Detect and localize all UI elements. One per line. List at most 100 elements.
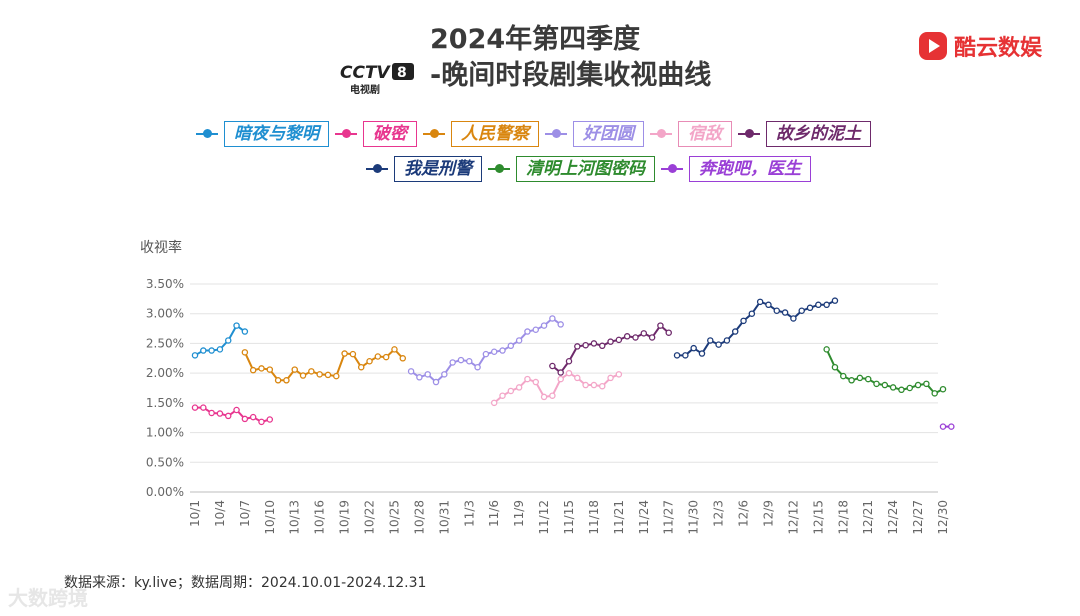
legend-marker: [545, 128, 573, 140]
data-point: [756, 298, 764, 306]
data-point: [931, 390, 938, 397]
data-point: [449, 359, 456, 366]
data-point: [191, 352, 199, 359]
data-point: [665, 329, 672, 336]
data-point: [823, 346, 830, 353]
data-point: [948, 423, 955, 430]
data-point: [590, 340, 598, 347]
data-point: [607, 374, 614, 382]
data-point: [731, 328, 739, 335]
data-point: [274, 377, 282, 384]
x-tick-label: 10/13: [288, 500, 302, 535]
data-point: [640, 330, 648, 337]
y-tick-label: 1.50%: [146, 396, 184, 410]
data-point: [466, 358, 473, 365]
data-point: [615, 336, 623, 344]
data-point: [524, 328, 531, 335]
data-point: [549, 315, 556, 322]
x-tick-label: 10/7: [238, 500, 252, 527]
legend-label: 好团圆: [573, 121, 644, 147]
brand-logo: 酷云数娱: [918, 30, 1042, 62]
x-tick-label: 10/19: [338, 500, 352, 535]
data-point: [848, 377, 855, 384]
data-point: [374, 353, 382, 360]
title-line-1: 2024年第四季度: [430, 24, 641, 55]
x-tick-label: 10/10: [263, 500, 277, 535]
data-point: [266, 366, 274, 373]
brand-name: 酷云数娱: [954, 36, 1043, 61]
data-point: [840, 372, 847, 380]
data-point: [831, 297, 839, 304]
data-point: [657, 322, 664, 329]
y-tick-label: 0.00%: [146, 485, 184, 499]
data-point: [200, 347, 207, 354]
data-point: [515, 384, 523, 391]
cctv-channel-sub: 电视剧: [350, 83, 380, 96]
data-point: [224, 337, 232, 344]
data-point: [690, 344, 697, 352]
data-point: [457, 356, 465, 364]
data-point: [424, 371, 431, 378]
y-tick-label: 3.00%: [146, 307, 184, 321]
data-point: [357, 363, 365, 371]
x-tick-label: 12/12: [786, 500, 800, 535]
data-point: [490, 348, 498, 355]
data-point: [366, 358, 373, 365]
data-point: [806, 304, 814, 312]
legend-item: 我是刑警: [366, 156, 482, 182]
data-point: [698, 350, 706, 357]
data-point: [557, 369, 564, 376]
data-point: [258, 418, 265, 426]
x-tick-label: 11/18: [587, 500, 601, 535]
x-tick-label: 11/12: [537, 500, 551, 535]
y-tick-label: 3.50%: [146, 277, 184, 291]
x-tick-label: 10/16: [313, 500, 327, 535]
y-tick-label: 2.50%: [146, 336, 184, 350]
x-tick-label: 10/31: [437, 500, 451, 535]
data-point: [557, 375, 564, 383]
x-tick-label: 12/30: [936, 500, 950, 535]
data-point: [208, 347, 215, 354]
data-point: [540, 393, 548, 401]
data-point: [574, 374, 581, 382]
data-point: [565, 358, 573, 365]
data-point: [615, 371, 623, 378]
legend-label: 宿敌: [678, 121, 732, 147]
x-tick-label: 12/9: [761, 500, 775, 527]
data-point: [407, 368, 415, 375]
data-point: [939, 423, 947, 430]
data-point: [557, 321, 564, 328]
legend-marker: [488, 163, 516, 175]
legend-row-2: 我是刑警 清明上河图密码 奔跑吧，医生: [366, 156, 817, 182]
data-point: [241, 349, 249, 356]
series-line-1: [195, 406, 271, 423]
title-line-2: -晚间时段剧集收视曲线: [430, 60, 712, 91]
legend-item: 宿敌: [650, 121, 732, 147]
legend-item: 暗夜与黎明: [196, 121, 329, 147]
data-point: [499, 392, 506, 399]
data-point: [540, 322, 548, 329]
data-source: 数据来源：ky.live；数据周期：2024.10.01-2024.12.31: [64, 575, 427, 591]
legend-label: 人民警察: [451, 121, 539, 147]
data-point: [623, 333, 631, 340]
legend-item: 清明上河图密码: [488, 156, 655, 182]
data-point: [208, 409, 215, 417]
data-point: [790, 315, 797, 322]
data-point: [773, 307, 781, 314]
data-point: [856, 374, 864, 382]
data-point: [308, 368, 315, 375]
data-point: [482, 350, 490, 358]
data-point: [349, 350, 357, 358]
x-tick-label: 10/28: [412, 500, 426, 535]
data-point: [765, 301, 772, 309]
legend-marker: [650, 128, 678, 140]
data-point: [673, 352, 681, 359]
data-point: [532, 326, 540, 334]
legend-marker: [423, 128, 451, 140]
data-point: [815, 301, 822, 309]
data-point: [474, 363, 481, 371]
x-tick-label: 10/25: [387, 500, 401, 535]
data-point: [283, 377, 290, 384]
legend-label: 破密: [363, 121, 417, 147]
